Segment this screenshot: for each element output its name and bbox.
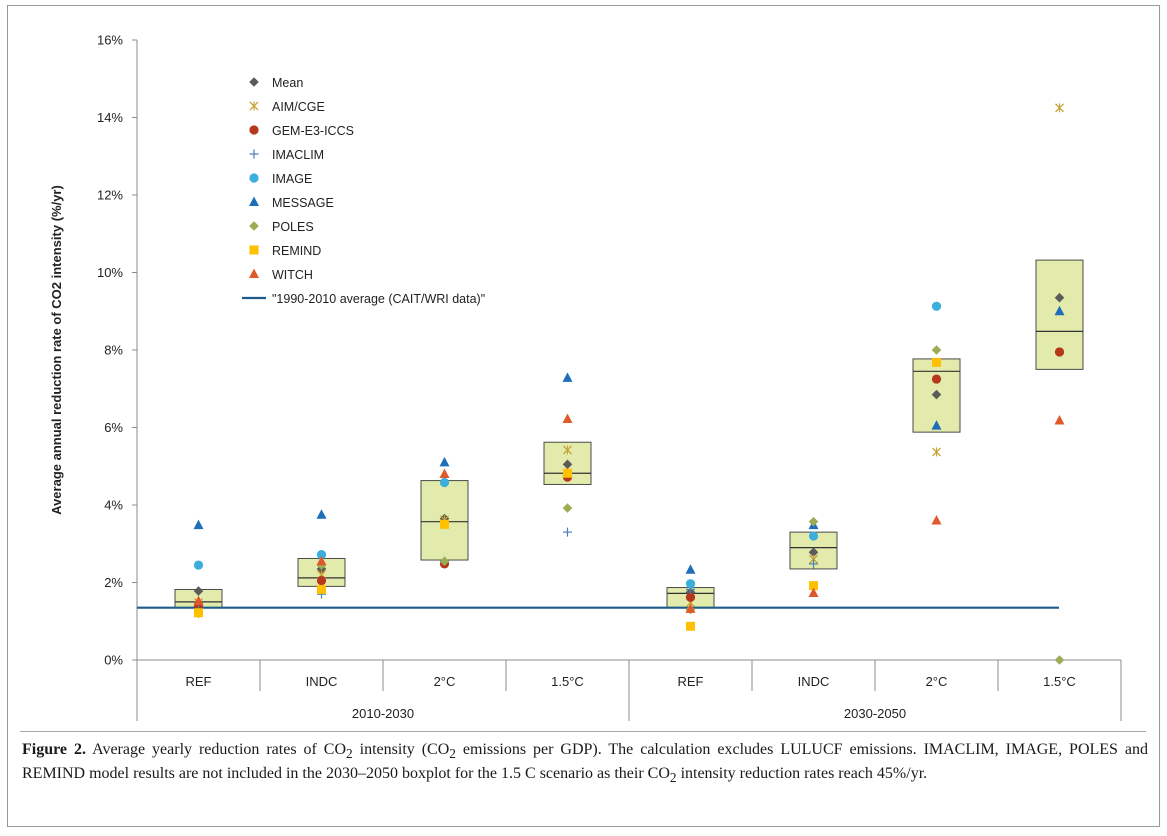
point-image <box>316 550 327 560</box>
point-witch <box>439 468 450 478</box>
legend-marker <box>249 77 259 87</box>
point-message <box>931 420 942 430</box>
point-message <box>1054 305 1065 316</box>
x-tick-label: INDC <box>798 674 830 689</box>
point-message <box>439 456 450 467</box>
x-tick-label: 2°C <box>926 674 948 689</box>
point-message <box>685 564 696 574</box>
point-message <box>316 509 327 519</box>
point-witch <box>562 413 573 423</box>
point-message <box>562 372 573 382</box>
x-tick-label: 2°C <box>434 674 456 689</box>
point-poles <box>562 503 573 513</box>
points-layer <box>193 103 1065 665</box>
point-witch <box>931 515 942 525</box>
point-remind <box>194 608 203 618</box>
point-mean <box>193 586 204 596</box>
point-gem-e3-iccs <box>685 592 696 602</box>
point-witch <box>316 555 327 566</box>
legend-label: MESSAGE <box>272 196 334 210</box>
point-witch <box>193 595 204 606</box>
figure-frame <box>7 5 1160 827</box>
chart-svg: 0% 2% 4% 6% 8% 10% 12% 14% 16% REF INDC 2°C 1.5°C REF… <box>49 33 1122 721</box>
point-gem-e3-iccs <box>1054 347 1065 357</box>
point-image <box>193 560 204 570</box>
y-tick-label: 14% <box>97 110 123 125</box>
legend-marker <box>249 221 259 231</box>
point-witch <box>685 603 696 613</box>
legend-marker <box>249 149 259 159</box>
point-mean <box>562 459 573 470</box>
point-mean <box>1054 292 1065 303</box>
point-witch <box>808 587 819 597</box>
y-tick-label: 12% <box>97 188 123 203</box>
point-remind <box>440 519 449 529</box>
point-imaclim <box>809 559 818 569</box>
point-poles <box>1054 655 1065 665</box>
y-tick-label: 8% <box>104 343 123 358</box>
point-remind <box>317 584 326 594</box>
legend-label: REMIND <box>272 244 321 258</box>
point-poles <box>931 345 942 355</box>
point-remind <box>686 621 695 631</box>
y-tick-label: 2% <box>104 575 123 590</box>
legend-label: WITCH <box>272 268 313 282</box>
legend-label: "1990-2010 average (CAIT/WRI data)" <box>272 292 485 306</box>
y-tick-label: 4% <box>104 498 123 513</box>
x-tick-label: 1.5°C <box>551 674 584 689</box>
point-mean <box>931 389 942 400</box>
caption-divider <box>20 731 1146 732</box>
x-tick-label: REF <box>186 674 212 689</box>
axes-layer: 0% 2% 4% 6% 8% 10% 12% 14% 16% REF INDC 2°C 1.5°C REF… <box>97 33 1122 721</box>
point-mean <box>808 547 819 558</box>
point-remind <box>563 468 572 478</box>
point-image <box>931 301 942 311</box>
x-group-label: 2030-2050 <box>844 706 906 721</box>
boxes-layer <box>174 259 1084 609</box>
x-group-label: 2010-2030 <box>352 706 414 721</box>
legend-label: AIM/CGE <box>272 100 325 114</box>
point-remind <box>932 357 941 367</box>
legend-marker <box>249 101 259 111</box>
figure-caption: Figure 2. Average yearly reduction rates… <box>22 740 1148 787</box>
legend-label: POLES <box>272 220 314 234</box>
point-gem-e3-iccs <box>931 374 942 384</box>
legend-label: Mean <box>272 76 303 90</box>
y-axis-label: Average annual reduction rate of CO2 int… <box>49 185 64 515</box>
legend-marker <box>249 196 259 206</box>
point-message <box>193 519 204 530</box>
point-remind <box>809 581 818 591</box>
legend-label: IMACLIM <box>272 148 324 162</box>
caption-text: Average yearly reduction rates of CO2 in… <box>22 741 1149 785</box>
point-poles <box>439 556 450 566</box>
point-poles <box>808 516 819 527</box>
legend-label: GEM-E3-ICCS <box>272 124 354 138</box>
point-aim-cge <box>563 445 572 455</box>
x-tick-label: REF <box>678 674 704 689</box>
x-tick-label: INDC <box>306 674 338 689</box>
point-image <box>439 477 450 488</box>
point-image <box>685 579 696 589</box>
point-aim-cge <box>1055 103 1064 113</box>
legend: Mean AIM/CGE GEM-E3-ICCS IMACLIM IMAGE MESSAG… <box>242 76 485 306</box>
point-witch <box>1054 415 1065 425</box>
x-tick-label: 1.5°C <box>1043 674 1076 689</box>
point-imaclim <box>563 527 572 537</box>
y-tick-label: 16% <box>97 33 123 48</box>
point-image <box>808 531 819 541</box>
point-gem-e3-iccs <box>316 575 327 586</box>
y-tick-label: 0% <box>104 653 123 668</box>
legend-marker <box>249 125 259 135</box>
legend-marker <box>249 245 259 255</box>
legend-marker <box>249 268 259 278</box>
point-aim-cge <box>932 447 941 457</box>
legend-marker <box>249 173 259 183</box>
y-tick-label: 6% <box>104 420 123 435</box>
y-tick-label: 10% <box>97 265 123 280</box>
legend-label: IMAGE <box>272 172 312 186</box>
figure-label: Figure 2. <box>22 741 86 758</box>
